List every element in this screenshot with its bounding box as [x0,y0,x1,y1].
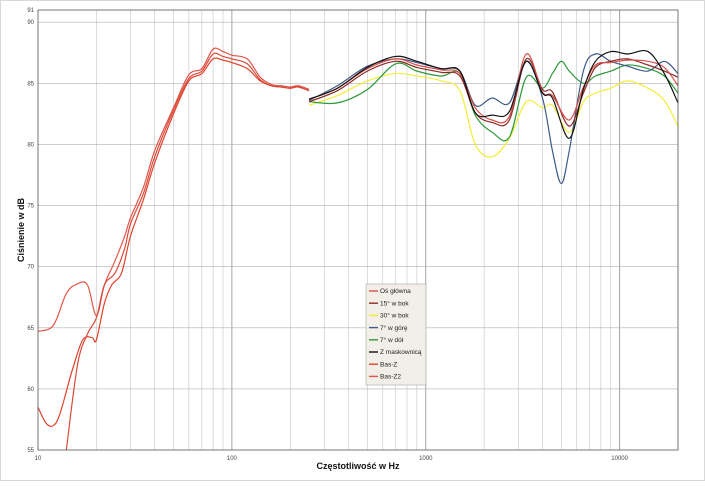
y-tick-label: 85 [27,81,34,87]
y-tick-label: 75 [27,204,34,210]
legend: Oś główna 15° w bok 30° w bok 7° w górę 7° w… [365,283,427,386]
legend-label: Bas-Z [380,361,397,368]
legend-label: 7° w górę [380,324,408,332]
series-group [37,47,679,451]
x-tick-label: 10000 [611,456,628,462]
series-line-15-w-bok [308,57,679,127]
y-tick-labels: 55 60 65 70 75 80 85 90 91 [27,8,34,454]
y-tick-label: 60 [27,387,34,393]
series-line-bas-z2 [37,47,310,333]
y-tick-label: 90 [27,20,34,26]
series-line-os-glowna [308,53,679,124]
y-tick-label: 70 [27,265,34,271]
y-tick-label: 65 [27,326,34,332]
x-tick-label: 100 [227,456,238,462]
y-tick-label: 80 [27,142,34,148]
x-tick-label: 1000 [419,456,433,462]
legend-box [365,283,427,386]
x-tick-label: 10 [35,456,42,462]
series-line-7-w-dol [308,60,679,142]
y-tick-label: 91 [27,8,34,14]
y-axis-title: Ciśnienie w dB [16,197,26,262]
plot-area-border [37,9,679,451]
x-tick-labels: 10 100 1000 10000 [35,456,629,462]
legend-label: Oś główna [380,288,411,295]
legend-label: 30° w bok [380,312,409,320]
series-line-bas-z3 [65,52,310,451]
x-axis-title: Częstotliwość w Hz [316,461,400,471]
legend-label: 15° w bok [380,299,409,307]
y-tick-label: 55 [27,448,34,454]
legend-label: 7° w dół [380,336,404,344]
series-line-z-maskownica [308,49,679,139]
legend-label: Bas-Z2 [380,374,401,381]
legend-label: Z maskownicą [380,349,422,356]
series-line-30-w-bok [308,72,679,158]
